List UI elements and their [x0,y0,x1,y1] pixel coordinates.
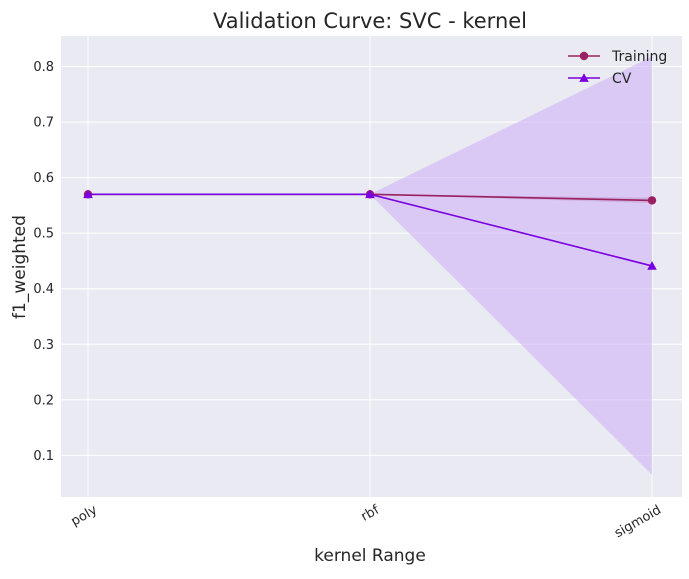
training-legend-label: Training [611,49,667,65]
y-tick-label: 0.1 [33,449,54,464]
x-tick-labels: poly rbf sigmoid [69,502,664,541]
series [83,189,657,270]
legend: Training CV [568,49,667,87]
x-tick-label: rbf [359,502,383,524]
y-tick-label: 0.2 [33,393,54,408]
y-tick-label: 0.3 [33,338,54,353]
y-tick-label: 0.8 [33,60,54,75]
y-tick-label: 0.7 [33,116,54,131]
cv-point [365,189,375,199]
x-axis-label: kernel Range [314,546,426,566]
chart-title: Validation Curve: SVC - kernel [213,9,527,33]
cv-point [647,261,657,270]
x-tick-label: sigmoid [612,503,664,542]
cv-legend-label: CV [612,71,632,87]
y-tick-labels: 0.1 0.2 0.3 0.4 0.5 0.6 0.7 0.8 [33,60,54,464]
y-tick-label: 0.4 [33,282,54,297]
y-tick-label: 0.6 [33,171,54,186]
training-point [647,196,657,205]
cv-legend-marker [579,73,589,82]
cv-point [83,189,93,199]
cv-band [88,56,652,475]
training-legend-marker [579,51,589,61]
y-axis-label: f1_weighted [10,215,30,319]
x-tick-label: poly [69,503,101,530]
y-tick-label: 0.5 [33,227,54,242]
confidence-bands [88,56,652,475]
